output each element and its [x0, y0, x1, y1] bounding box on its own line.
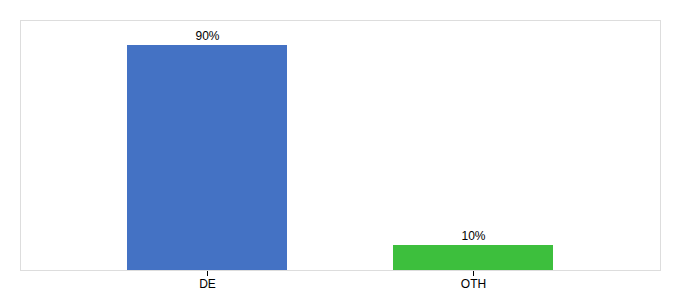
svg-text:10%: 10%	[461, 229, 485, 243]
svg-text:OTH: OTH	[461, 277, 486, 291]
svg-text:DE: DE	[199, 277, 216, 291]
svg-text:90%: 90%	[195, 29, 219, 43]
